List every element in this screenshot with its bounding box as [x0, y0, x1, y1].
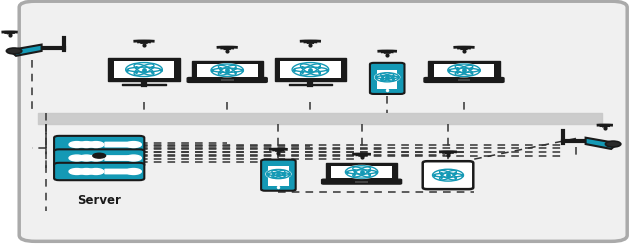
FancyBboxPatch shape [54, 149, 145, 167]
FancyBboxPatch shape [187, 78, 268, 82]
Circle shape [79, 142, 94, 147]
FancyBboxPatch shape [268, 166, 289, 186]
FancyBboxPatch shape [321, 179, 402, 184]
FancyBboxPatch shape [370, 63, 404, 94]
FancyBboxPatch shape [104, 142, 132, 147]
Circle shape [374, 73, 400, 82]
Text: Server: Server [77, 194, 121, 207]
FancyBboxPatch shape [54, 136, 145, 153]
Circle shape [125, 62, 163, 77]
Circle shape [69, 142, 84, 147]
Circle shape [88, 155, 104, 161]
FancyBboxPatch shape [280, 61, 340, 78]
Polygon shape [10, 45, 42, 56]
Circle shape [79, 155, 94, 161]
Circle shape [211, 64, 244, 77]
Circle shape [126, 169, 141, 174]
Circle shape [88, 169, 104, 174]
FancyBboxPatch shape [104, 155, 132, 161]
Circle shape [126, 142, 141, 147]
Circle shape [432, 169, 464, 181]
FancyBboxPatch shape [377, 70, 397, 89]
Polygon shape [586, 138, 618, 149]
FancyBboxPatch shape [109, 58, 179, 81]
Circle shape [69, 155, 84, 161]
FancyBboxPatch shape [429, 61, 499, 79]
Circle shape [88, 142, 104, 147]
FancyBboxPatch shape [104, 169, 132, 174]
FancyBboxPatch shape [197, 64, 257, 76]
FancyBboxPatch shape [326, 163, 397, 181]
FancyBboxPatch shape [424, 78, 504, 82]
Circle shape [447, 64, 481, 77]
FancyBboxPatch shape [355, 181, 368, 183]
FancyBboxPatch shape [422, 161, 474, 189]
FancyBboxPatch shape [275, 58, 346, 81]
Circle shape [126, 155, 141, 161]
FancyBboxPatch shape [434, 64, 494, 76]
Circle shape [69, 169, 84, 174]
Circle shape [605, 141, 621, 147]
FancyBboxPatch shape [261, 160, 296, 191]
Circle shape [266, 169, 291, 179]
FancyBboxPatch shape [114, 61, 174, 78]
Circle shape [93, 153, 106, 158]
Circle shape [79, 169, 94, 174]
FancyBboxPatch shape [458, 79, 470, 81]
Circle shape [291, 62, 330, 77]
FancyBboxPatch shape [192, 61, 262, 79]
FancyBboxPatch shape [54, 163, 145, 180]
Circle shape [6, 48, 22, 54]
FancyBboxPatch shape [19, 1, 627, 241]
Circle shape [345, 165, 378, 178]
FancyBboxPatch shape [332, 166, 392, 178]
FancyBboxPatch shape [221, 79, 234, 81]
